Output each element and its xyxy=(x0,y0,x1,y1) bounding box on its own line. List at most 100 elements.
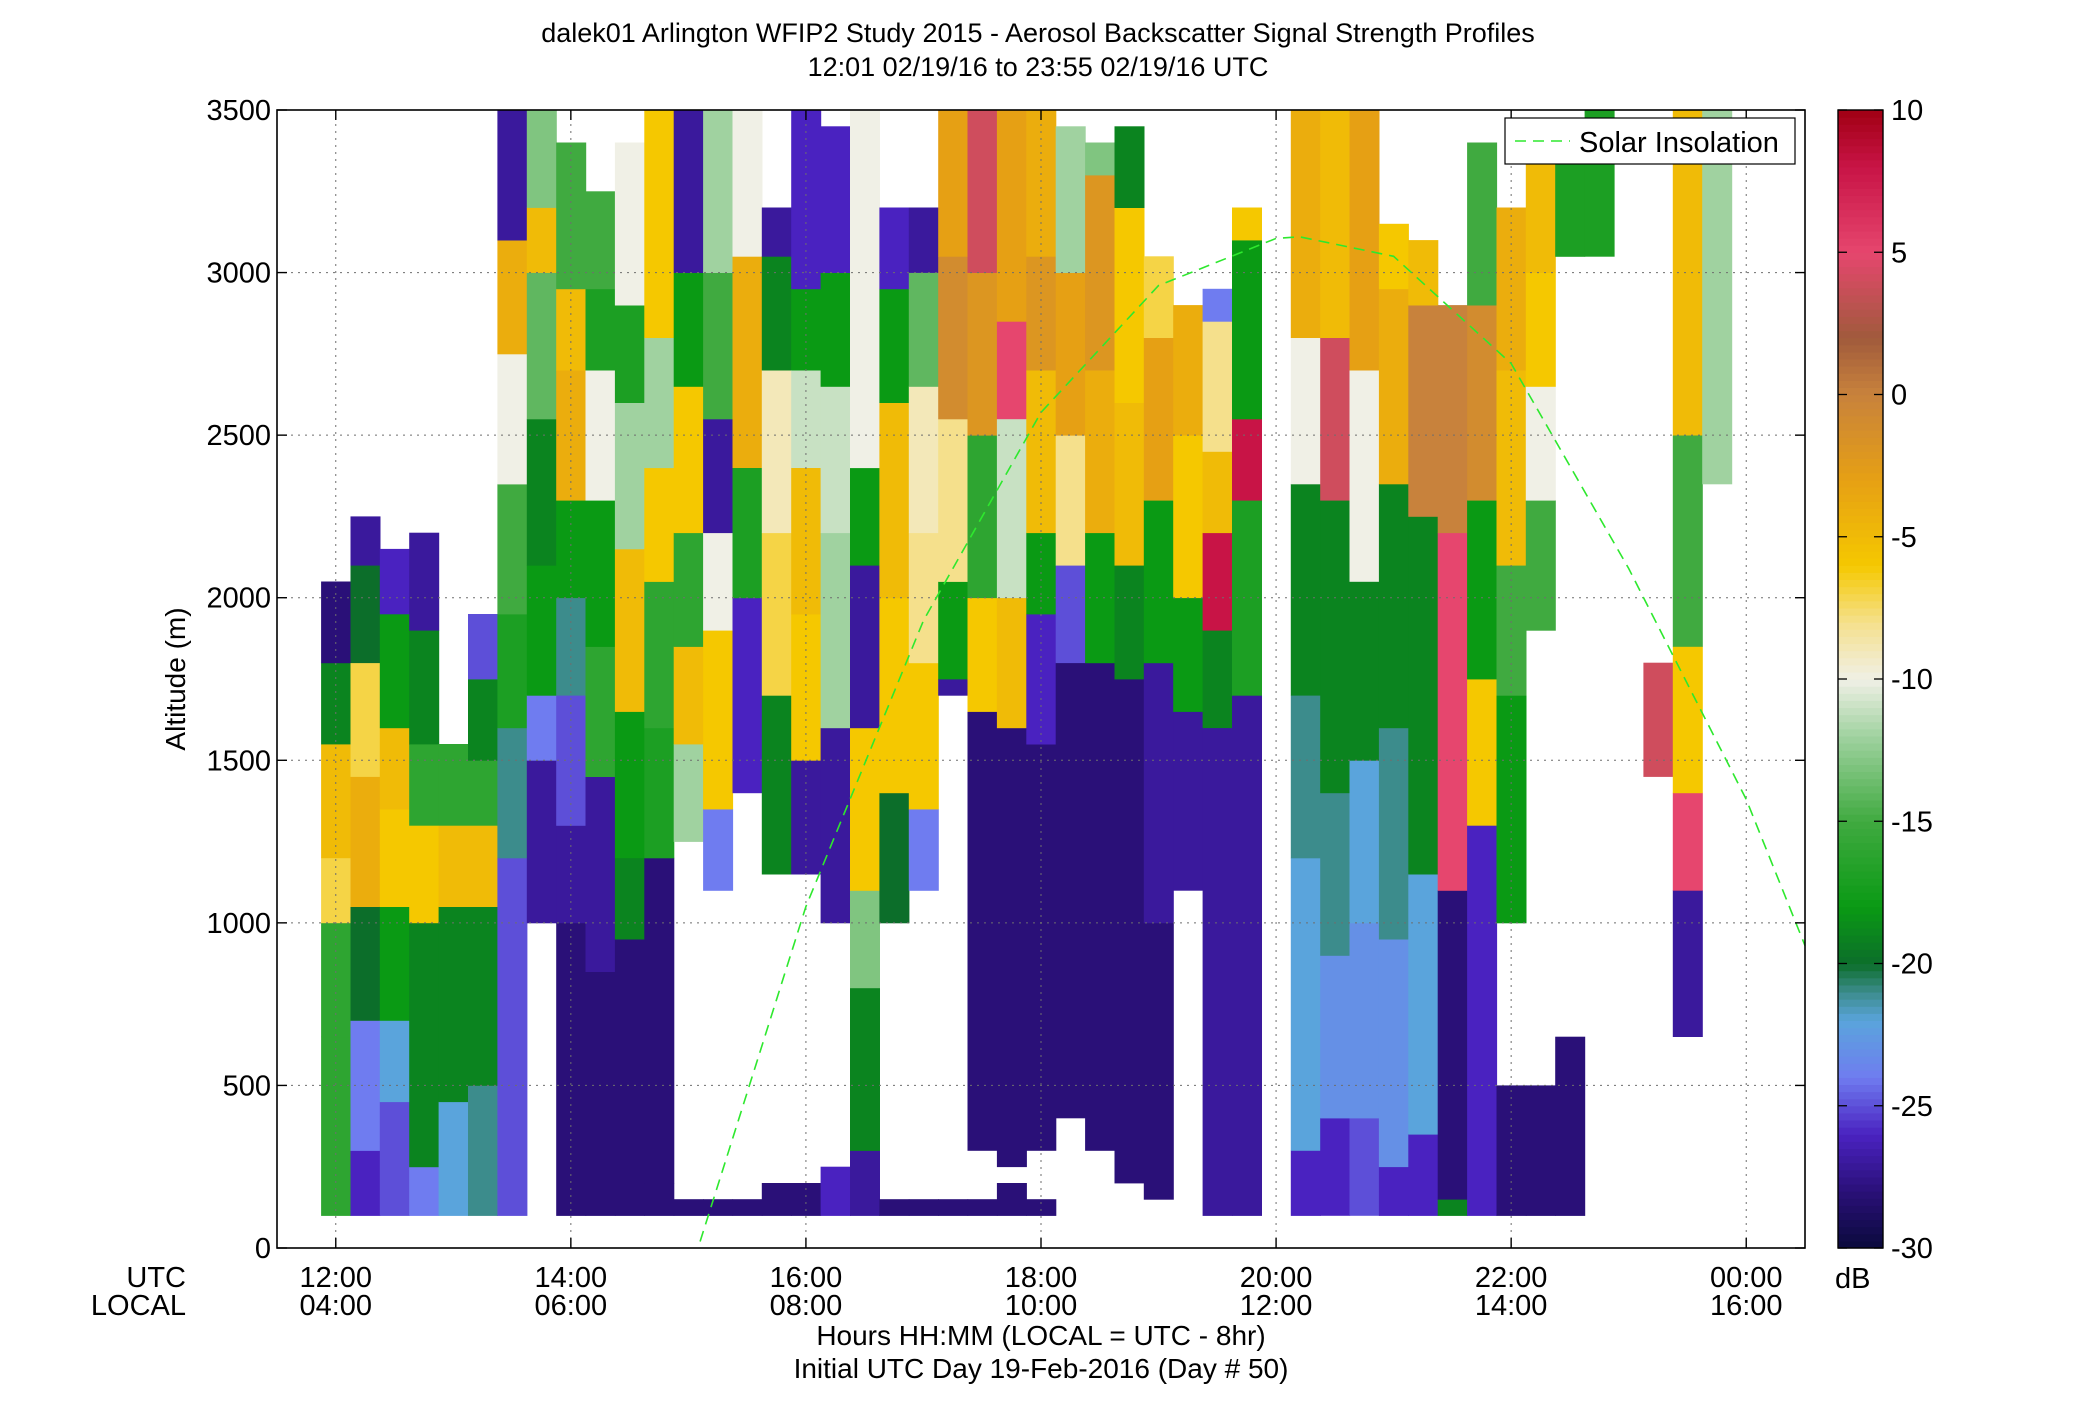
colorbar-strip xyxy=(1838,152,1883,161)
heatmap-cell xyxy=(996,418,1027,599)
heatmap-cell xyxy=(850,987,880,1151)
heatmap-cell xyxy=(1378,939,1409,1168)
heatmap-cell xyxy=(1055,435,1086,566)
x-tick-label-utc: 20:00 xyxy=(1240,1262,1313,1294)
heatmap-cell xyxy=(908,1199,939,1216)
colorbar-strip xyxy=(1838,1027,1883,1036)
heatmap-cell xyxy=(438,744,469,826)
colorbar-strip xyxy=(1838,906,1883,915)
colorbar-strip xyxy=(1838,309,1883,317)
colorbar-strip xyxy=(1838,1119,1883,1128)
chart-subtitle: 12:01 02/19/16 to 23:55 02/19/16 UTC xyxy=(808,52,1269,82)
heatmap-cell xyxy=(1496,207,1527,371)
heatmap-cell xyxy=(1202,288,1233,322)
heatmap-cell xyxy=(1408,305,1439,517)
heatmap-cell xyxy=(1349,1117,1380,1216)
heatmap-cell xyxy=(967,1199,998,1216)
heatmap-cell xyxy=(1408,516,1439,875)
heatmap-cell xyxy=(703,809,734,891)
heatmap-cell xyxy=(409,922,440,1168)
heatmap-cell xyxy=(585,288,616,371)
heatmap-cell xyxy=(761,1183,792,1216)
heatmap-cell xyxy=(673,272,704,387)
heatmap-cell xyxy=(497,110,528,241)
colorbar-strip xyxy=(1838,486,1883,495)
colorbar-strip xyxy=(1838,543,1883,552)
heatmap-cell xyxy=(908,662,939,810)
colorbar-strip xyxy=(1838,920,1883,929)
colorbar-strip xyxy=(1838,764,1883,773)
colorbar-strip xyxy=(1838,458,1883,467)
x-tick-labels: 12:0004:0014:0006:0016:0008:0018:0010:00… xyxy=(299,1262,1782,1322)
heatmap-cell xyxy=(703,1199,734,1216)
y-tick-label: 1000 xyxy=(206,908,271,940)
colorbar-strip xyxy=(1838,579,1883,588)
heatmap-cell xyxy=(703,110,734,273)
colorbar-strip xyxy=(1838,508,1883,517)
heatmap-cell xyxy=(1026,744,1057,1151)
colorbar-strip xyxy=(1838,110,1883,118)
heatmap-cell xyxy=(1173,711,1204,891)
colorbar-strip xyxy=(1838,358,1883,367)
colorbar-strip xyxy=(1838,885,1883,893)
heatmap-cell xyxy=(850,890,880,989)
y-tick-label: 1500 xyxy=(206,745,271,777)
colorbar-strip xyxy=(1838,849,1883,858)
heatmap-cell xyxy=(791,467,822,615)
x-tick-label-utc: 14:00 xyxy=(535,1262,608,1294)
heatmap-cell xyxy=(1232,418,1262,501)
heatmap-cell xyxy=(526,207,557,273)
heatmap-cell xyxy=(1525,386,1556,501)
heatmap-cell xyxy=(321,857,352,924)
heatmap-cell xyxy=(1349,110,1380,371)
x-tick-label-local: 16:00 xyxy=(1710,1290,1783,1322)
heatmap-cell xyxy=(468,760,498,826)
colorbar-strip xyxy=(1838,721,1883,730)
colorbar-strip xyxy=(1838,1233,1883,1242)
heatmap-cell xyxy=(820,727,851,924)
heatmap-cell xyxy=(1202,321,1233,452)
heatmap-cell xyxy=(438,906,469,1103)
heatmap-cell xyxy=(585,971,616,1216)
heatmap-cell xyxy=(350,516,381,566)
x-axis-label: Hours HH:MM (LOCAL = UTC - 8hr) xyxy=(816,1320,1265,1351)
colorbar-strip xyxy=(1838,1041,1883,1050)
heatmap-cell xyxy=(321,662,352,745)
heatmap-cell xyxy=(379,809,410,907)
colorbar-strip xyxy=(1838,814,1883,822)
heatmap-cell xyxy=(1378,727,1409,940)
heatmap-cell xyxy=(938,110,969,257)
colorbar-strip xyxy=(1838,671,1883,680)
colorbar-strip xyxy=(1838,650,1883,659)
heatmap-cell xyxy=(644,581,675,729)
heatmap-cell xyxy=(1114,565,1145,680)
colorbar-strip xyxy=(1838,664,1883,673)
heatmap-cell xyxy=(908,809,939,891)
heatmap-cell xyxy=(1114,126,1145,208)
colorbar-strip xyxy=(1838,216,1883,225)
heatmap-cell xyxy=(1173,305,1204,436)
heatmap-cell xyxy=(1055,565,1086,664)
heatmap-cell xyxy=(1525,158,1556,273)
x-tick-label-local: 10:00 xyxy=(1005,1290,1078,1322)
heatmap-cell xyxy=(879,207,910,290)
heatmap-cell xyxy=(1232,207,1262,241)
heatmap-cell xyxy=(761,695,792,875)
heatmap-cell xyxy=(1143,337,1174,501)
heatmap-cell xyxy=(879,288,910,403)
heatmap-cell xyxy=(1143,256,1174,338)
colorbar-strip xyxy=(1838,1134,1883,1142)
heatmap-cell xyxy=(850,1150,880,1216)
colorbar-strip xyxy=(1838,1141,1883,1150)
heatmap-cell xyxy=(438,1101,469,1216)
heatmap-cell xyxy=(1114,402,1145,566)
colorbar-strip xyxy=(1838,494,1883,502)
heatmap-cell xyxy=(1672,435,1703,647)
heatmap-cell xyxy=(556,597,587,696)
heatmap-cell xyxy=(1496,695,1527,924)
heatmap-cell xyxy=(644,467,675,582)
colorbar-strip xyxy=(1838,337,1883,346)
heatmap-cell xyxy=(732,1199,763,1216)
x-axis-label-day: Initial UTC Day 19-Feb-2016 (Day # 50) xyxy=(794,1353,1289,1384)
